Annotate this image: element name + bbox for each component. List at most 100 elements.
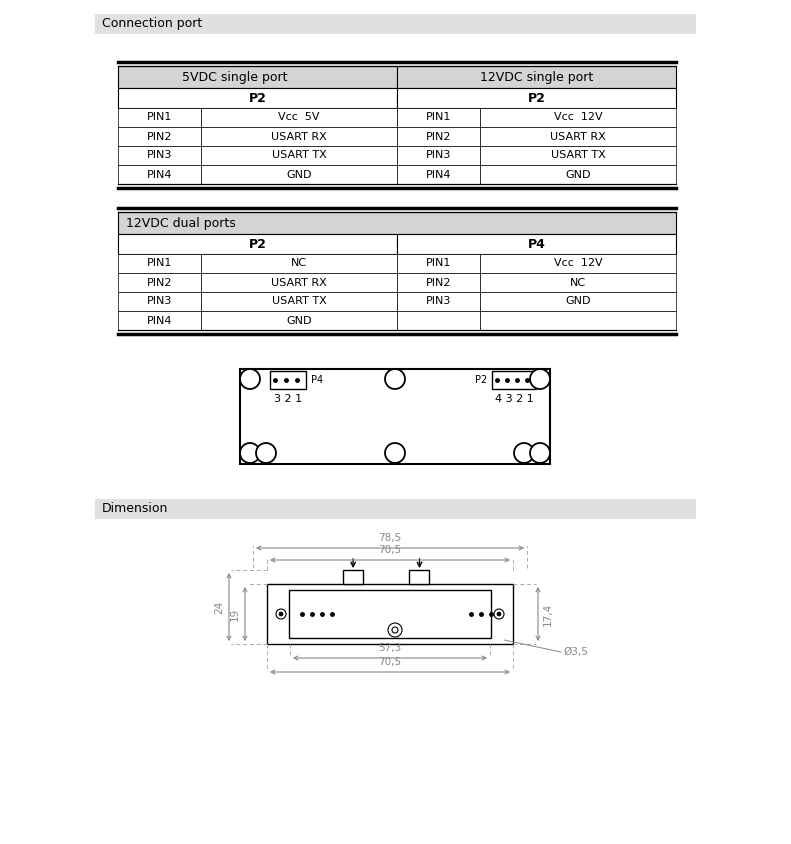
Circle shape	[494, 609, 504, 619]
Bar	[118, 212, 676, 234]
Text: PIN1: PIN1	[147, 258, 172, 268]
Bar	[397, 311, 480, 330]
Text: PIN4: PIN4	[426, 170, 451, 180]
Bar	[201, 108, 397, 127]
Bar	[480, 254, 676, 273]
Text: 19: 19	[230, 608, 240, 620]
Text: USART TX: USART TX	[271, 150, 327, 160]
Text: 12VDC dual ports: 12VDC dual ports	[126, 217, 236, 230]
Text: USART RX: USART RX	[271, 278, 327, 288]
Bar	[397, 254, 480, 273]
Text: 12VDC single port: 12VDC single port	[480, 71, 593, 84]
Text: P4: P4	[528, 237, 546, 251]
Text: PIN2: PIN2	[426, 278, 451, 288]
Bar	[480, 146, 676, 165]
Bar	[118, 108, 201, 127]
Text: PIN1: PIN1	[426, 258, 451, 268]
Bar	[397, 292, 480, 311]
Text: P4: P4	[311, 375, 324, 385]
Bar	[118, 66, 397, 88]
Bar	[201, 127, 397, 146]
Bar	[118, 146, 201, 165]
Text: PIN4: PIN4	[147, 316, 172, 326]
Circle shape	[385, 369, 405, 389]
Circle shape	[388, 623, 402, 637]
Bar	[118, 88, 397, 108]
Text: PIN2: PIN2	[147, 278, 172, 288]
Text: 5VDC single port: 5VDC single port	[183, 71, 288, 84]
Bar	[118, 311, 201, 330]
Circle shape	[279, 612, 283, 616]
Text: GND: GND	[566, 170, 591, 180]
Text: USART TX: USART TX	[271, 296, 327, 306]
Bar	[118, 165, 201, 184]
Text: PIN2: PIN2	[426, 132, 451, 142]
Text: Vcc  12V: Vcc 12V	[554, 258, 602, 268]
Bar	[270, 371, 306, 389]
Text: Vcc  5V: Vcc 5V	[278, 112, 320, 122]
Bar	[397, 108, 480, 127]
Text: GND: GND	[286, 170, 312, 180]
Bar	[397, 127, 480, 146]
Text: PIN2: PIN2	[147, 132, 172, 142]
Bar	[409, 570, 429, 584]
Text: 3 2 1: 3 2 1	[274, 394, 302, 404]
Bar	[118, 273, 201, 292]
Text: PIN1: PIN1	[147, 112, 172, 122]
Bar	[480, 273, 676, 292]
Bar	[118, 292, 201, 311]
Bar	[201, 146, 397, 165]
Bar	[480, 165, 676, 184]
Circle shape	[240, 369, 260, 389]
Text: Connection port: Connection port	[102, 18, 202, 30]
Text: P2: P2	[248, 237, 267, 251]
Bar	[118, 254, 201, 273]
Bar	[118, 234, 397, 254]
Text: USART RX: USART RX	[550, 132, 606, 142]
Text: 24: 24	[214, 600, 224, 614]
Text: Dimension: Dimension	[102, 502, 168, 516]
Text: NC: NC	[291, 258, 307, 268]
Text: PIN3: PIN3	[147, 296, 172, 306]
Text: USART TX: USART TX	[551, 150, 605, 160]
Bar	[201, 273, 397, 292]
Text: Ø3,5: Ø3,5	[563, 647, 588, 657]
Circle shape	[276, 609, 286, 619]
Bar	[480, 127, 676, 146]
Circle shape	[392, 627, 398, 633]
Circle shape	[497, 612, 501, 616]
Circle shape	[530, 443, 550, 463]
Bar	[397, 88, 676, 108]
Text: 78,5: 78,5	[378, 533, 402, 543]
Circle shape	[514, 443, 534, 463]
Bar	[201, 292, 397, 311]
Bar	[240, 369, 550, 464]
Bar	[480, 108, 676, 127]
Text: 4 3 2 1: 4 3 2 1	[494, 394, 533, 404]
Text: 17,4: 17,4	[543, 603, 553, 625]
Text: 70,5: 70,5	[378, 545, 402, 555]
Circle shape	[385, 443, 405, 463]
Bar	[397, 273, 480, 292]
Text: 57,3: 57,3	[378, 643, 402, 653]
Bar	[492, 371, 536, 389]
Bar	[201, 311, 397, 330]
Text: PIN3: PIN3	[426, 296, 451, 306]
Circle shape	[240, 443, 260, 463]
Text: PIN3: PIN3	[147, 150, 172, 160]
Bar	[267, 584, 513, 644]
Text: GND: GND	[566, 296, 591, 306]
Text: 70,5: 70,5	[378, 657, 402, 667]
Bar	[201, 165, 397, 184]
Bar	[397, 234, 676, 254]
Circle shape	[256, 443, 276, 463]
Bar	[118, 127, 201, 146]
Text: GND: GND	[286, 316, 312, 326]
Bar	[201, 254, 397, 273]
Circle shape	[530, 369, 550, 389]
Bar	[289, 590, 491, 638]
Bar	[95, 499, 696, 519]
Text: P2: P2	[528, 91, 546, 105]
Text: NC: NC	[570, 278, 586, 288]
Bar	[95, 14, 696, 34]
